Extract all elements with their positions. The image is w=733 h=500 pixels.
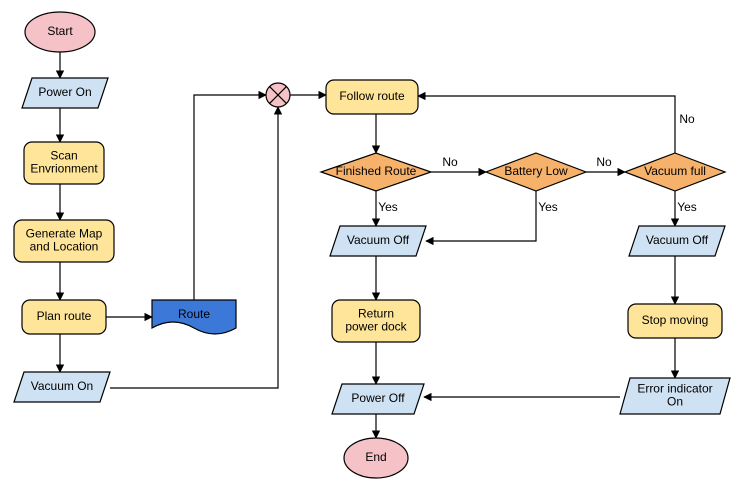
svg-text:Battery Low: Battery Low: [504, 164, 568, 178]
node-battery: Battery Low: [486, 153, 586, 191]
svg-text:Route: Route: [178, 307, 210, 321]
node-stopmov: Stop moving: [628, 304, 722, 338]
svg-text:Vacuum Off: Vacuum Off: [646, 233, 709, 247]
svg-text:power dock: power dock: [345, 320, 407, 334]
svg-text:and Location: and Location: [30, 240, 99, 254]
svg-text:Error indicator: Error indicator: [637, 382, 712, 396]
node-start: Start: [25, 12, 95, 52]
svg-text:Yes: Yes: [538, 200, 558, 214]
node-genmap: Generate Mapand Location: [14, 220, 114, 262]
svg-text:Plan route: Plan route: [37, 309, 92, 323]
node-scan: ScanEnvrionment: [24, 142, 104, 184]
node-vacoff1: Vacuum Off: [330, 226, 426, 256]
svg-text:On: On: [667, 395, 683, 409]
svg-text:Power Off: Power Off: [351, 391, 405, 405]
edge-battery-vacoff1: [426, 191, 536, 241]
node-follow: Follow route: [326, 80, 418, 114]
flowchart: Start Power On ScanEnvrionment Generate Map…: [0, 0, 733, 500]
svg-text:Envrionment: Envrionment: [30, 162, 98, 176]
node-returndock: Returnpower dock: [332, 300, 420, 342]
svg-text:Finished Route: Finished Route: [336, 164, 417, 178]
node-sum: [266, 83, 290, 107]
svg-text:Return: Return: [358, 307, 394, 321]
svg-text:Power On: Power On: [38, 85, 91, 99]
svg-text:Yes: Yes: [378, 200, 398, 214]
svg-text:End: End: [365, 450, 386, 464]
svg-text:Vacuum On: Vacuum On: [31, 379, 93, 393]
svg-text:Vacuum full: Vacuum full: [644, 164, 706, 178]
node-poweroff: Power Off: [332, 384, 424, 414]
node-errind: Error indicatorOn: [620, 378, 730, 414]
edge-full-follow: [418, 96, 675, 153]
svg-text:Yes: Yes: [677, 200, 697, 214]
svg-text:Stop moving: Stop moving: [642, 313, 709, 327]
svg-text:No: No: [442, 155, 458, 169]
node-vacuumon: Vacuum On: [14, 372, 110, 402]
node-vacoff2: Vacuum Off: [629, 226, 725, 256]
node-full: Vacuum full: [625, 153, 725, 191]
svg-text:Generate Map: Generate Map: [26, 227, 103, 241]
svg-text:Scan: Scan: [50, 149, 77, 163]
svg-text:Start: Start: [47, 24, 73, 38]
node-finished: Finished Route: [321, 153, 431, 191]
svg-text:No: No: [679, 112, 695, 126]
node-poweron: Power On: [22, 78, 108, 108]
svg-text:Vacuum Off: Vacuum Off: [347, 233, 410, 247]
node-routedoc: Route: [152, 300, 236, 334]
node-end: End: [344, 438, 408, 478]
node-plan: Plan route: [22, 300, 106, 334]
svg-text:No: No: [596, 155, 612, 169]
svg-text:Follow route: Follow route: [339, 89, 405, 103]
edge-routedoc-sum: [194, 95, 266, 300]
